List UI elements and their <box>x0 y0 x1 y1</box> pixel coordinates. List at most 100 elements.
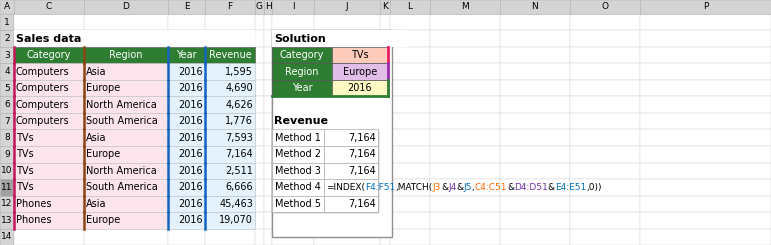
Bar <box>570 212 640 229</box>
Bar <box>14 212 84 229</box>
Bar <box>84 130 168 146</box>
Text: J: J <box>345 2 348 12</box>
Bar <box>272 30 314 47</box>
Text: 2: 2 <box>4 34 10 43</box>
Text: 7,164: 7,164 <box>348 149 376 159</box>
Text: 6,666: 6,666 <box>225 182 253 192</box>
Text: 7,593: 7,593 <box>225 133 253 143</box>
Text: 4,626: 4,626 <box>225 100 253 110</box>
Text: Category: Category <box>280 50 324 60</box>
Bar <box>640 196 771 212</box>
Bar <box>380 130 390 146</box>
Bar <box>168 63 205 80</box>
Text: A: A <box>4 2 10 12</box>
Bar <box>168 130 205 146</box>
Bar <box>0 146 14 162</box>
Bar <box>640 130 771 146</box>
Text: 2016: 2016 <box>178 166 203 176</box>
Bar <box>0 80 13 97</box>
Bar <box>205 97 255 113</box>
Text: 12: 12 <box>2 199 12 208</box>
Text: Asia: Asia <box>86 133 106 143</box>
Bar <box>168 229 205 245</box>
Text: Category: Category <box>27 50 71 60</box>
Bar <box>272 47 332 63</box>
Bar <box>14 212 84 229</box>
Bar <box>264 97 272 113</box>
Bar <box>255 162 264 179</box>
Bar <box>84 63 168 80</box>
Bar <box>84 113 168 130</box>
Bar <box>168 30 205 47</box>
Bar <box>84 146 168 162</box>
Bar <box>0 63 13 80</box>
Bar <box>14 130 84 146</box>
Bar <box>314 162 380 179</box>
Bar <box>0 113 13 130</box>
Text: Sales data: Sales data <box>16 34 82 44</box>
Bar <box>205 47 255 63</box>
Bar <box>272 162 324 179</box>
Text: ,MATCH(: ,MATCH( <box>396 183 433 192</box>
Bar <box>205 196 255 212</box>
Bar <box>272 196 324 212</box>
Bar <box>0 80 14 97</box>
Bar <box>264 14 272 30</box>
Bar <box>168 63 205 80</box>
Bar <box>205 162 255 179</box>
Text: TVs: TVs <box>16 133 34 143</box>
Bar <box>168 179 205 196</box>
Bar <box>272 229 314 245</box>
Bar <box>430 179 500 196</box>
Bar <box>640 179 771 196</box>
Text: Year: Year <box>177 50 197 60</box>
Bar <box>570 113 640 130</box>
Bar <box>205 212 255 229</box>
Bar <box>84 146 168 162</box>
Text: =INDEX(: =INDEX( <box>326 183 365 192</box>
Bar <box>264 212 272 229</box>
Bar <box>570 63 640 80</box>
Bar <box>272 146 314 162</box>
Bar <box>14 179 84 196</box>
Bar <box>430 14 500 30</box>
Bar <box>255 179 264 196</box>
Bar <box>500 229 570 245</box>
Bar <box>272 212 314 229</box>
Bar <box>500 146 570 162</box>
Text: D: D <box>123 2 130 12</box>
Bar <box>14 162 84 179</box>
Bar <box>0 196 13 212</box>
Bar <box>168 97 205 113</box>
Text: K: K <box>382 2 388 12</box>
Bar <box>14 80 84 97</box>
Bar <box>255 113 264 130</box>
Bar <box>314 80 380 97</box>
Bar <box>380 0 390 14</box>
Bar <box>380 196 390 212</box>
Bar <box>255 47 264 63</box>
Bar <box>0 130 14 146</box>
Bar <box>324 146 378 162</box>
Text: 2016: 2016 <box>178 182 203 192</box>
Text: &: & <box>456 183 463 192</box>
Bar <box>255 212 264 229</box>
Bar <box>205 113 255 130</box>
Bar <box>0 30 13 47</box>
Bar <box>500 97 570 113</box>
Bar <box>205 113 255 130</box>
Text: J4: J4 <box>448 183 456 192</box>
Bar <box>205 30 255 47</box>
Bar <box>168 162 205 179</box>
Bar <box>500 179 570 196</box>
Bar <box>640 162 771 179</box>
Bar <box>390 179 430 196</box>
Bar <box>168 196 205 212</box>
Bar <box>500 63 570 80</box>
Bar <box>168 80 205 97</box>
Bar <box>0 229 13 245</box>
Text: P: P <box>703 2 709 12</box>
Bar <box>14 113 84 130</box>
Bar <box>390 14 430 30</box>
Bar <box>640 80 771 97</box>
